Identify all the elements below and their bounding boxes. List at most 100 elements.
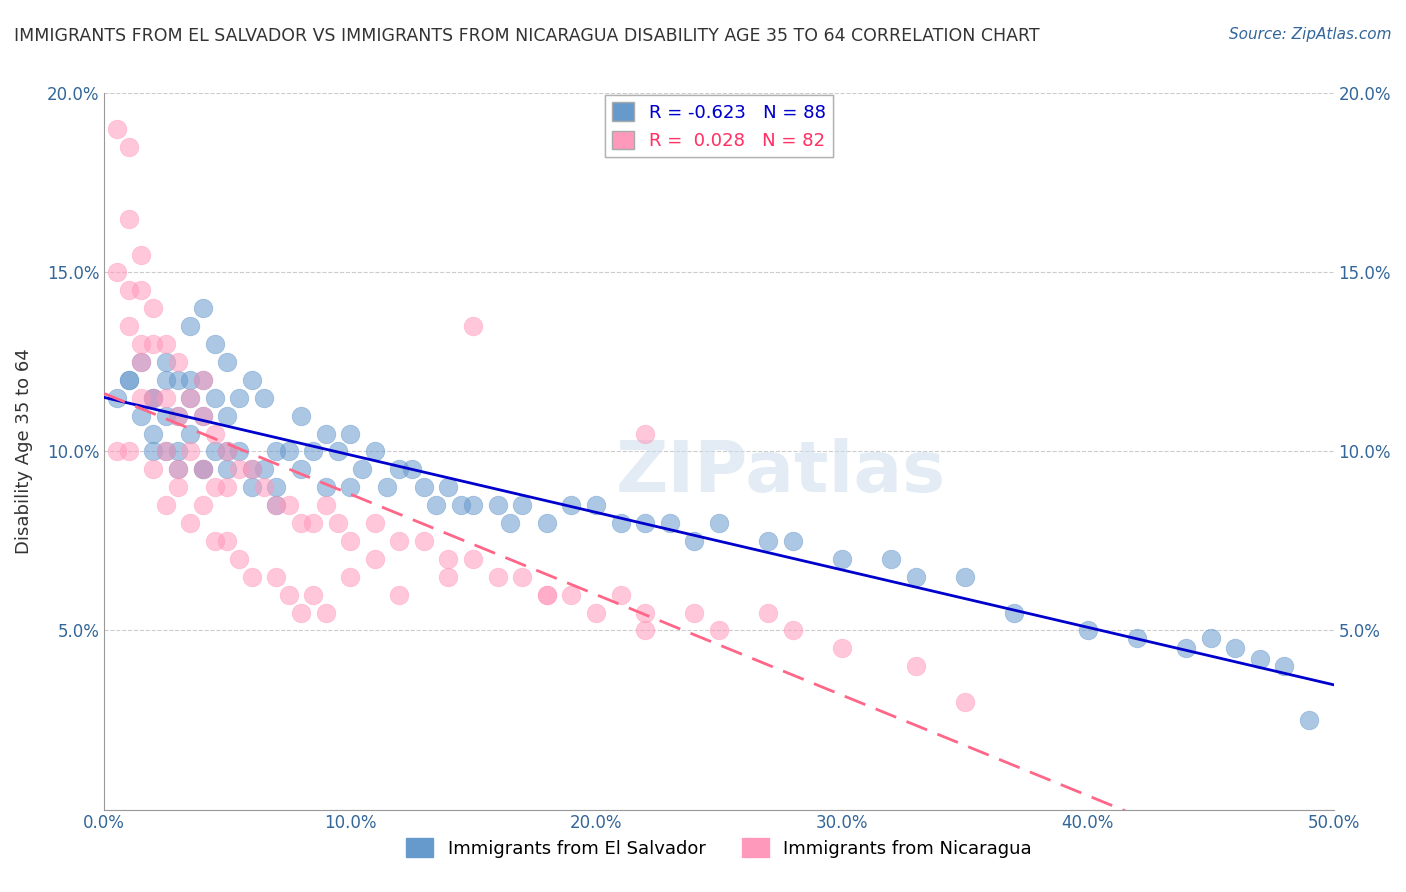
Point	[683, 606, 706, 620]
Point	[782, 533, 804, 548]
Point	[437, 570, 460, 584]
Y-axis label: Disability Age 35 to 64: Disability Age 35 to 64	[15, 349, 32, 554]
Point	[1175, 641, 1198, 656]
Point	[118, 373, 141, 387]
Point	[266, 498, 288, 512]
Point	[277, 588, 299, 602]
Point	[1077, 624, 1099, 638]
Text: IMMIGRANTS FROM EL SALVADOR VS IMMIGRANTS FROM NICARAGUA DISABILITY AGE 35 TO 64: IMMIGRANTS FROM EL SALVADOR VS IMMIGRANT…	[14, 27, 1039, 45]
Point	[315, 480, 337, 494]
Point	[1225, 641, 1247, 656]
Point	[142, 301, 165, 316]
Point	[634, 606, 657, 620]
Point	[880, 552, 903, 566]
Point	[499, 516, 522, 530]
Point	[204, 426, 226, 441]
Point	[756, 533, 779, 548]
Point	[105, 122, 128, 136]
Point	[364, 552, 387, 566]
Point	[266, 498, 288, 512]
Point	[707, 624, 730, 638]
Point	[155, 337, 177, 351]
Point	[191, 373, 214, 387]
Point	[179, 373, 201, 387]
Point	[253, 391, 276, 405]
Point	[217, 480, 239, 494]
Point	[782, 624, 804, 638]
Point	[339, 480, 361, 494]
Text: Source: ZipAtlas.com: Source: ZipAtlas.com	[1229, 27, 1392, 42]
Point	[339, 533, 361, 548]
Point	[683, 533, 706, 548]
Point	[191, 409, 214, 423]
Point	[425, 498, 447, 512]
Point	[155, 444, 177, 458]
Point	[412, 533, 434, 548]
Point	[142, 391, 165, 405]
Point	[240, 373, 263, 387]
Point	[191, 462, 214, 476]
Point	[290, 409, 312, 423]
Point	[228, 462, 250, 476]
Point	[461, 552, 484, 566]
Point	[129, 337, 152, 351]
Point	[155, 373, 177, 387]
Point	[253, 480, 276, 494]
Point	[142, 462, 165, 476]
Point	[831, 641, 853, 656]
Point	[228, 391, 250, 405]
Point	[105, 391, 128, 405]
Point	[266, 570, 288, 584]
Point	[450, 498, 472, 512]
Point	[105, 265, 128, 279]
Point	[339, 426, 361, 441]
Point	[217, 462, 239, 476]
Point	[155, 355, 177, 369]
Point	[486, 498, 509, 512]
Point	[536, 588, 558, 602]
Point	[142, 444, 165, 458]
Point	[155, 498, 177, 512]
Point	[290, 606, 312, 620]
Point	[118, 444, 141, 458]
Point	[167, 409, 190, 423]
Point	[179, 319, 201, 334]
Point	[756, 606, 779, 620]
Point	[204, 337, 226, 351]
Point	[326, 516, 349, 530]
Point	[240, 570, 263, 584]
Point	[461, 498, 484, 512]
Point	[129, 283, 152, 297]
Point	[634, 426, 657, 441]
Point	[217, 533, 239, 548]
Point	[167, 444, 190, 458]
Point	[167, 409, 190, 423]
Point	[510, 498, 533, 512]
Point	[315, 498, 337, 512]
Point	[1126, 631, 1149, 645]
Point	[167, 462, 190, 476]
Point	[277, 498, 299, 512]
Point	[437, 552, 460, 566]
Point	[191, 462, 214, 476]
Point	[658, 516, 681, 530]
Point	[129, 355, 152, 369]
Point	[142, 426, 165, 441]
Point	[1298, 713, 1320, 727]
Point	[142, 391, 165, 405]
Point	[204, 533, 226, 548]
Point	[142, 337, 165, 351]
Text: ZIPatlas: ZIPatlas	[616, 439, 945, 508]
Point	[585, 606, 607, 620]
Point	[339, 570, 361, 584]
Point	[302, 588, 325, 602]
Point	[315, 606, 337, 620]
Point	[204, 444, 226, 458]
Point	[277, 444, 299, 458]
Point	[240, 480, 263, 494]
Point	[129, 247, 152, 261]
Point	[953, 570, 976, 584]
Point	[401, 462, 423, 476]
Point	[560, 498, 582, 512]
Point	[228, 444, 250, 458]
